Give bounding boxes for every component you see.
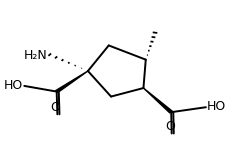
- Polygon shape: [143, 88, 173, 113]
- Text: HO: HO: [207, 100, 226, 113]
- Text: H₂N: H₂N: [24, 49, 47, 62]
- Text: O: O: [166, 120, 175, 133]
- Text: HO: HO: [4, 79, 23, 92]
- Polygon shape: [55, 71, 88, 92]
- Text: O: O: [51, 101, 60, 114]
